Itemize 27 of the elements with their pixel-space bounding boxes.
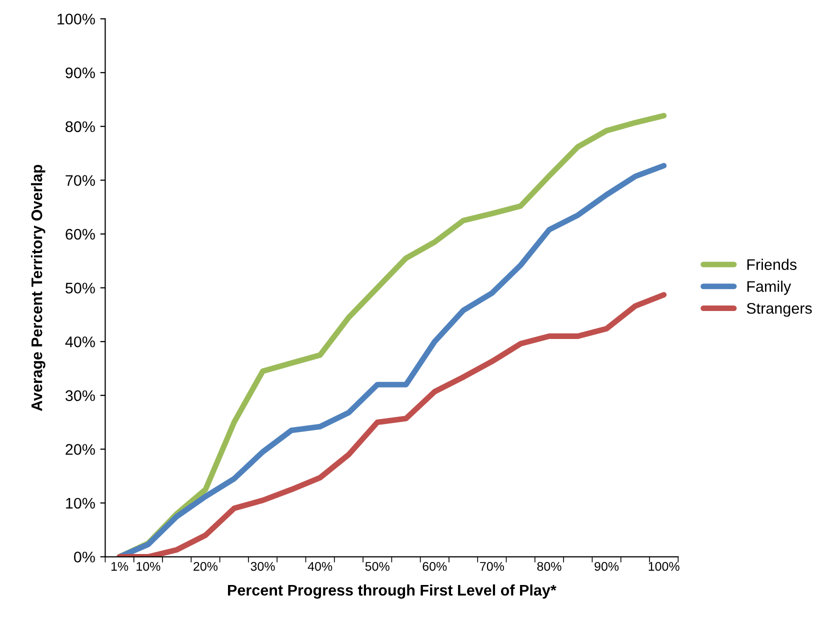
y-tick-label: 80% [66, 121, 95, 132]
x-tick-label: 80% [537, 562, 562, 571]
y-tick-label: 100% [58, 14, 95, 24]
y-tick-label: 90% [66, 67, 95, 78]
y-tick-label: 30% [66, 390, 95, 402]
y-tick-label: 20% [66, 444, 95, 455]
y-tick-label: 60% [66, 228, 95, 240]
y-tick-label: 0% [74, 552, 95, 562]
x-tick-label: 20% [194, 562, 218, 571]
x-tick-label: 60% [422, 562, 447, 571]
legend-label: Friends [747, 258, 797, 270]
x-tick-label: 30% [250, 562, 275, 571]
y-tick-label: 10% [66, 498, 95, 509]
y-axis-title: Average Percent Territory Overlap [31, 164, 46, 411]
x-tick-label: 70% [480, 562, 504, 571]
legend-label: Family [747, 280, 792, 295]
y-tick-label: 40% [65, 336, 95, 348]
x-tick-label: 1% [111, 562, 128, 571]
legend-label: Strangers [746, 302, 812, 317]
y-tick-label: 70% [66, 175, 95, 186]
x-tick-label: 90% [594, 562, 619, 571]
x-tick-label: 10% [136, 562, 160, 571]
x-tick-label: 40% [308, 562, 332, 571]
x-axis-title: Percent Progress through First Level of Play* [228, 584, 556, 599]
y-tick-label: 50% [66, 282, 95, 294]
x-tick-label: 50% [365, 562, 390, 571]
x-tick-label: 100% [648, 562, 680, 571]
